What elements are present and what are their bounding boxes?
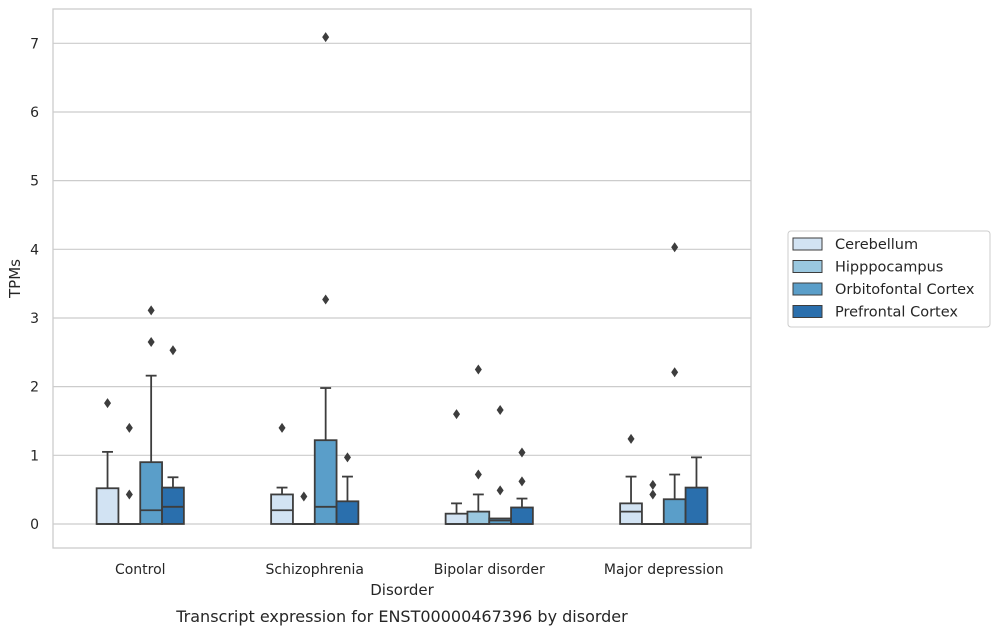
y-tick-labels: 0 1 2 3 4 5 6 7 — [30, 36, 39, 533]
box-body — [619, 502, 643, 525]
box-body — [662, 498, 687, 525]
box-cerebellum — [444, 409, 469, 525]
box-orbitofontal-cortex — [488, 404, 512, 525]
outlier-point — [649, 489, 657, 500]
y-tick-label: 6 — [30, 105, 39, 121]
outlier-point — [474, 364, 482, 375]
x-tick-label: Bipolar disorder — [434, 562, 545, 578]
box-prefrontal-cortex — [510, 447, 534, 525]
outlier-point — [169, 345, 177, 356]
outlier-point — [147, 305, 155, 316]
box-body — [139, 461, 163, 525]
x-tick-labels: Control Schizophrenia Bipolar disorder Majo… — [115, 562, 724, 578]
y-tick-label: 4 — [30, 242, 39, 258]
chart-caption: Transcript expression for ENST0000046739… — [175, 607, 628, 626]
box-cerebellum — [95, 398, 120, 525]
box-hipppocampus — [117, 422, 142, 525]
outlier-point — [322, 294, 330, 305]
box-body — [510, 506, 534, 525]
legend-swatch — [792, 282, 823, 296]
y-tick-label: 5 — [30, 174, 39, 190]
outlier-point — [300, 491, 308, 502]
box-cerebellum — [270, 422, 294, 525]
plot-frame — [52, 8, 752, 549]
box-prefrontal-cortex — [161, 345, 185, 525]
legend-label: Orbitofontal Cortex — [835, 282, 975, 298]
outlier-point — [627, 433, 635, 444]
legend-frame — [787, 230, 991, 328]
legend-swatch — [792, 260, 823, 273]
box-orbitofontal-cortex — [662, 242, 687, 525]
box-body — [444, 512, 469, 525]
box-cerebellum — [619, 433, 643, 525]
legend-swatch — [792, 305, 823, 318]
box-hipppocampus — [466, 364, 491, 525]
legend-label: Cerebellum — [835, 237, 918, 253]
x-axis-label: Disorder — [370, 581, 434, 599]
box-prefrontal-cortex — [335, 452, 360, 525]
box-body — [95, 487, 120, 525]
box-body — [313, 439, 338, 525]
outlier-point — [496, 485, 504, 496]
box-prefrontal-cortex — [684, 456, 709, 525]
x-tick-label: Control — [115, 562, 166, 578]
box-hipppocampus — [292, 491, 316, 525]
box-body — [161, 486, 185, 525]
y-tick-label: 0 — [30, 517, 39, 533]
box-body — [335, 500, 360, 525]
legend-label: Hipppocampus — [835, 260, 943, 276]
y-tick-label: 1 — [30, 448, 39, 464]
outlier-point — [104, 398, 112, 409]
outlier-point — [518, 476, 526, 487]
box-body — [684, 486, 709, 525]
y-tick-label: 3 — [30, 311, 39, 327]
outlier-point — [474, 469, 482, 480]
legend-swatch — [792, 237, 823, 251]
outlier-point — [147, 337, 155, 348]
gridlines — [53, 42, 751, 525]
outlier-point — [671, 242, 679, 253]
box-orbitofontal-cortex — [139, 305, 163, 525]
legend: Cerebellum Hipppocampus Orbitofontal Corte… — [787, 230, 991, 328]
outlier-point — [278, 422, 286, 433]
outlier-point — [496, 404, 504, 415]
x-tick-label: Schizophrenia — [266, 562, 364, 578]
y-tick-label: 7 — [30, 36, 39, 52]
outlier-point — [649, 479, 657, 490]
outlier-point — [453, 409, 461, 420]
outlier-point — [343, 452, 351, 463]
outlier-point — [125, 422, 133, 433]
box-body — [466, 510, 491, 525]
outlier-point — [518, 447, 526, 458]
outlier-point — [322, 32, 330, 43]
box-body — [270, 493, 294, 525]
y-tick-label: 2 — [30, 380, 39, 396]
box-orbitofontal-cortex — [313, 32, 338, 525]
outlier-point — [671, 367, 679, 378]
y-axis-label: TPMs — [6, 259, 24, 299]
legend-label: Prefrontal Cortex — [835, 305, 958, 321]
outlier-point — [125, 489, 133, 500]
boxes — [95, 32, 709, 525]
x-tick-label: Major depression — [604, 562, 724, 578]
box-hipppocampus — [641, 479, 665, 525]
